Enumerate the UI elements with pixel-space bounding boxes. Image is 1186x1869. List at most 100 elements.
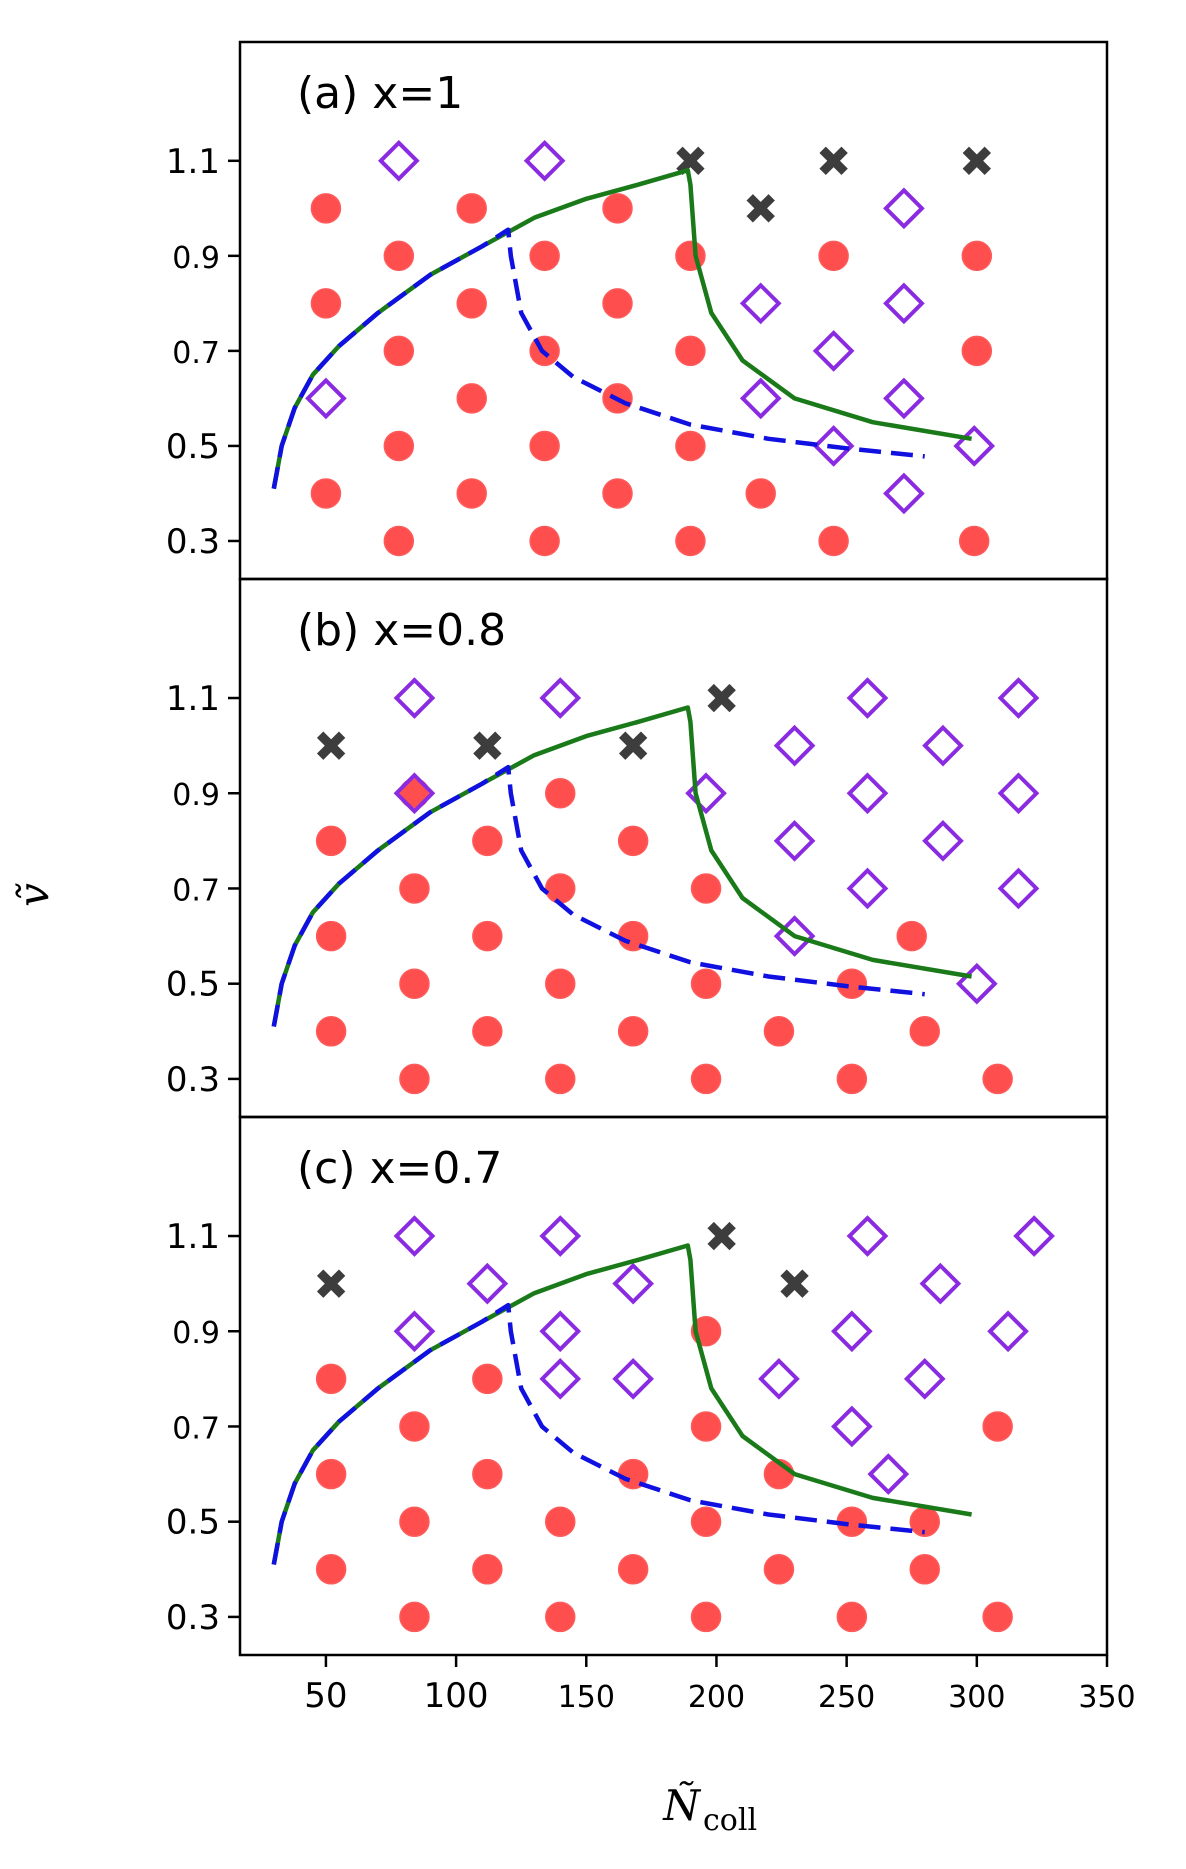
diamond-point xyxy=(539,1358,582,1400)
dashed-curve xyxy=(271,1302,925,1565)
panel-label: (c) x=0.7 xyxy=(297,1143,502,1194)
cross-point xyxy=(707,683,736,713)
y-tick-label: 0.7 xyxy=(172,873,220,908)
diamond-point xyxy=(953,425,996,467)
circle-point xyxy=(456,383,487,414)
diamond-point xyxy=(997,867,1040,910)
circle-point xyxy=(472,825,503,857)
circle-point xyxy=(836,1063,868,1095)
diamond-point xyxy=(612,1262,654,1305)
diamond-point xyxy=(919,1262,962,1305)
circle-point xyxy=(818,525,849,557)
circle-point xyxy=(456,478,487,509)
circle-point xyxy=(399,1063,430,1095)
cross-point xyxy=(618,731,648,760)
circle-point xyxy=(472,920,503,952)
circle-point xyxy=(472,1363,503,1395)
circle-point xyxy=(310,478,342,509)
diamond-point xyxy=(393,772,436,815)
y-tick-label: 0.5 xyxy=(166,965,220,1005)
circle-point xyxy=(617,1554,649,1585)
y-tick-label: 0.9 xyxy=(172,778,220,813)
diamond-point xyxy=(997,677,1040,719)
circle-point xyxy=(961,240,993,272)
diamond-point xyxy=(758,1358,800,1400)
diamond-point xyxy=(1013,1215,1055,1257)
circle-point xyxy=(544,873,576,904)
diamond-point xyxy=(922,820,964,862)
circle-point xyxy=(675,430,706,462)
diamond-point xyxy=(539,1310,582,1353)
plot-area xyxy=(271,677,1040,1095)
circle-point xyxy=(383,525,415,557)
circle-point xyxy=(544,1063,576,1095)
solid-curve xyxy=(271,705,972,1027)
plot-area xyxy=(271,139,996,557)
circle-point xyxy=(690,1506,722,1537)
diamond-point xyxy=(739,282,782,325)
panel-label: (a) x=1 xyxy=(297,68,463,119)
circle-point xyxy=(544,968,576,999)
circle-point xyxy=(472,1458,503,1490)
circle-point xyxy=(383,430,415,462)
circle-point xyxy=(982,1601,1013,1633)
circle-point xyxy=(399,873,430,904)
circle-point xyxy=(909,1506,940,1537)
diamond-point xyxy=(539,1215,582,1257)
diamond-point xyxy=(846,772,889,815)
circle-point xyxy=(617,1016,649,1047)
circle-point xyxy=(310,193,342,224)
diamond-point xyxy=(997,772,1040,815)
circle-point xyxy=(617,825,649,857)
x-tick-label: 150 xyxy=(558,1680,615,1715)
diamond-point xyxy=(903,1358,946,1400)
diamond-point xyxy=(466,1262,509,1305)
diamond-point xyxy=(883,377,925,420)
circle-point xyxy=(982,1411,1013,1442)
y-tick-label: 0.7 xyxy=(172,1411,220,1446)
dashed-curve xyxy=(271,764,925,1027)
y-tick-label: 1.1 xyxy=(166,142,220,182)
diamond-point xyxy=(739,377,782,420)
circle-point xyxy=(544,1601,576,1633)
diamond-point xyxy=(393,1310,436,1353)
y-tick-label: 0.3 xyxy=(166,1060,220,1100)
x-tick-label: 100 xyxy=(424,1676,489,1716)
x-axis-label-subscript: coll xyxy=(703,1803,757,1838)
circle-point xyxy=(982,1063,1013,1095)
circle-point xyxy=(315,1554,347,1585)
diamond-point xyxy=(955,962,998,1005)
circle-point xyxy=(399,1601,430,1633)
circle-point xyxy=(690,1601,722,1633)
y-tick-label: 0.3 xyxy=(166,1598,220,1638)
diamond-point xyxy=(812,425,855,467)
diamond-point xyxy=(523,139,566,182)
solid-curve xyxy=(271,168,972,490)
circle-point xyxy=(315,825,347,857)
panel-frame xyxy=(238,40,1109,581)
x-tick-label: 350 xyxy=(1078,1680,1135,1715)
diamond-point xyxy=(612,1358,654,1400)
circle-point xyxy=(472,1554,503,1585)
circle-point xyxy=(818,240,849,272)
y-tick-label: 0.3 xyxy=(166,522,220,562)
diamond-point xyxy=(831,1310,873,1353)
diamond-point xyxy=(377,139,420,182)
diamond-point xyxy=(846,867,889,910)
y-tick-label: 0.9 xyxy=(172,1316,220,1351)
cross-point xyxy=(962,146,992,175)
y-tick-label: 0.5 xyxy=(166,427,220,467)
circle-point xyxy=(675,525,706,557)
circle-point xyxy=(909,1016,940,1047)
plot-area xyxy=(271,1215,1055,1633)
circle-point xyxy=(690,873,722,904)
diamond-point xyxy=(831,1405,873,1448)
diamond-point xyxy=(846,1215,889,1257)
diamond-point xyxy=(987,1310,1029,1353)
circle-point xyxy=(383,335,415,367)
diamond-point xyxy=(773,724,816,767)
x-axis-label: Ñ xyxy=(662,1780,701,1830)
circle-point xyxy=(315,1363,347,1395)
diamond-point xyxy=(846,677,889,719)
